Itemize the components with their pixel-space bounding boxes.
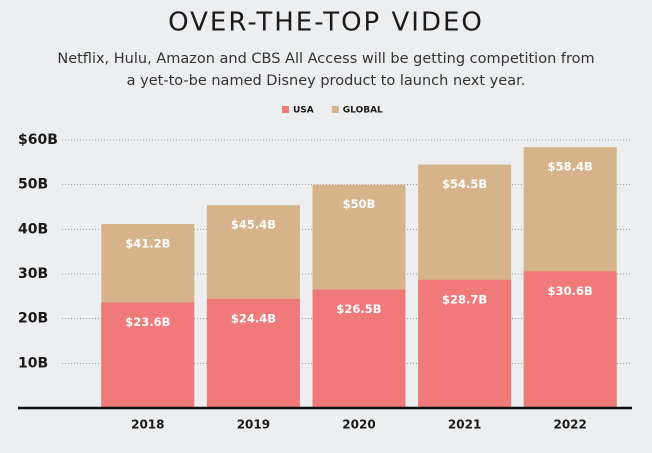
legend-swatch: [282, 106, 289, 113]
bar: [101, 302, 195, 408]
value-label: $54.5B: [442, 177, 487, 191]
value-label: $50B: [343, 197, 376, 211]
y-tick-label: 10B: [18, 355, 48, 371]
value-label: $23.6B: [125, 315, 170, 329]
x-tick-label: 2021: [448, 418, 481, 432]
value-label: $58.4B: [548, 160, 593, 174]
chart-title: OVER-THE-TOP VIDEO: [168, 8, 484, 38]
x-tick-label: 2019: [237, 418, 270, 432]
bar: [523, 271, 617, 408]
subtitle: a yet-to-be named Disney product to laun…: [127, 73, 526, 89]
y-tick-label: 30B: [18, 266, 48, 282]
value-label: $28.7B: [442, 292, 487, 306]
legend-label: USA: [293, 106, 314, 116]
x-tick-label: 2018: [131, 418, 164, 432]
subtitle: Netflix, Hulu, Amazon and CBS All Access…: [57, 51, 594, 67]
legend-label: GLOBAL: [343, 106, 383, 116]
y-tick-label: $60B: [18, 132, 58, 148]
y-tick-label: 50B: [18, 177, 48, 193]
bar: [206, 299, 300, 408]
legend-swatch: [331, 106, 339, 113]
bar: [418, 279, 512, 408]
value-label: $26.5B: [336, 302, 381, 316]
value-label: $45.4B: [231, 218, 276, 232]
value-label: $41.2B: [125, 236, 170, 250]
value-label: $24.4B: [231, 312, 276, 326]
x-tick-label: 2022: [553, 418, 586, 432]
y-tick-label: 20B: [18, 311, 48, 327]
bar: [312, 289, 406, 408]
x-tick-label: 2020: [342, 418, 375, 432]
value-label: $30.6B: [548, 284, 593, 298]
y-tick-label: 40B: [18, 221, 48, 237]
